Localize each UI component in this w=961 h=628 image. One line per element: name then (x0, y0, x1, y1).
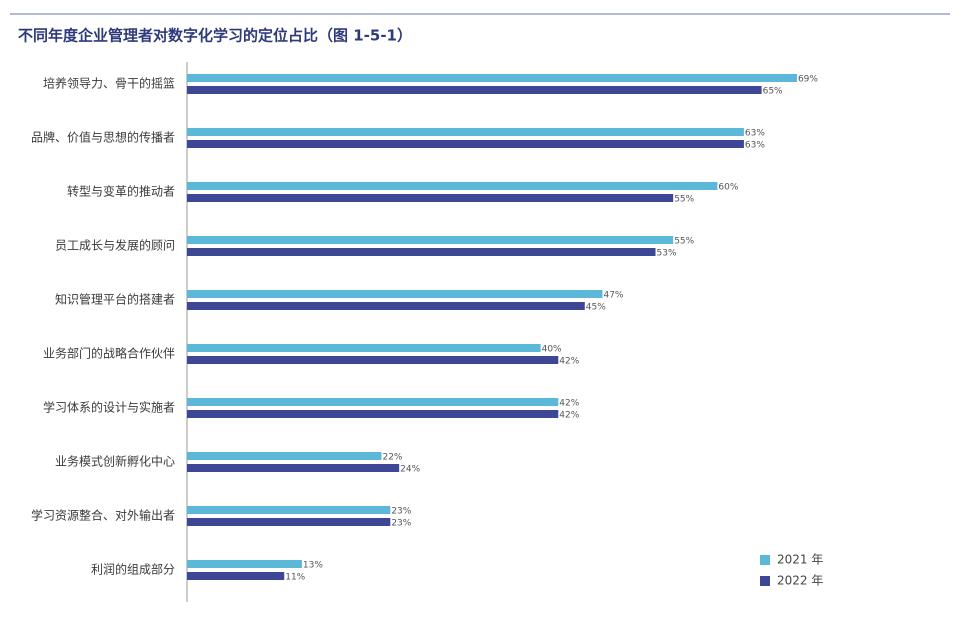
bar (187, 194, 674, 202)
category-label: 员工成长与发展的顾问 (55, 238, 175, 253)
value-label: 55% (674, 237, 694, 247)
value-label: 11% (285, 573, 305, 583)
value-label: 65% (763, 87, 783, 97)
category-label: 知识管理平台的搭建者 (55, 292, 175, 307)
bar (187, 572, 285, 580)
bar (187, 560, 302, 568)
value-label: 63% (745, 141, 765, 151)
value-label: 22% (382, 453, 402, 463)
legend-swatch (760, 555, 770, 565)
bar (187, 290, 603, 298)
value-label: 53% (657, 249, 677, 259)
category-label: 转型与变革的推动者 (67, 184, 175, 199)
bar (187, 140, 744, 148)
value-label: 42% (559, 399, 579, 409)
bar (187, 398, 559, 406)
bar (187, 506, 391, 514)
category-label: 品牌、价值与思想的传播者 (31, 130, 175, 145)
bar (187, 236, 674, 244)
category-label: 培养领导力、骨干的摇篮 (43, 76, 175, 91)
legend-label: 2021 年 (777, 553, 823, 567)
value-label: 42% (559, 411, 579, 421)
value-label: 23% (391, 519, 411, 529)
value-label: 55% (674, 195, 694, 205)
value-label: 63% (745, 129, 765, 139)
category-label: 业务部门的战略合作伙伴 (43, 346, 175, 361)
bar (187, 128, 744, 136)
value-label: 45% (586, 303, 606, 313)
value-label: 69% (798, 75, 818, 85)
legend-label: 2022 年 (777, 574, 823, 588)
bar (187, 464, 400, 472)
bar (187, 86, 762, 94)
bar (187, 302, 585, 310)
legend-swatch (760, 576, 770, 586)
value-label: 42% (559, 357, 579, 367)
value-label: 13% (303, 561, 323, 571)
bar (187, 248, 656, 256)
value-label: 40% (542, 345, 562, 355)
category-label: 业务模式创新孵化中心 (55, 454, 175, 469)
bar (187, 518, 391, 526)
category-label: 学习资源整合、对外输出者 (31, 508, 175, 523)
bar (187, 410, 559, 418)
bar (187, 182, 718, 190)
bar (187, 452, 382, 460)
value-label: 23% (391, 507, 411, 517)
bar (187, 356, 559, 364)
value-label: 47% (603, 291, 623, 301)
value-label: 60% (718, 183, 738, 193)
bar (187, 344, 541, 352)
category-label: 利润的组成部分 (91, 562, 175, 577)
bar (187, 74, 797, 82)
category-label: 学习体系的设计与实施者 (43, 400, 175, 415)
value-label: 24% (400, 465, 420, 475)
chart-title: 不同年度企业管理者对数字化学习的定位占比（图 1-5-1） (18, 27, 412, 45)
